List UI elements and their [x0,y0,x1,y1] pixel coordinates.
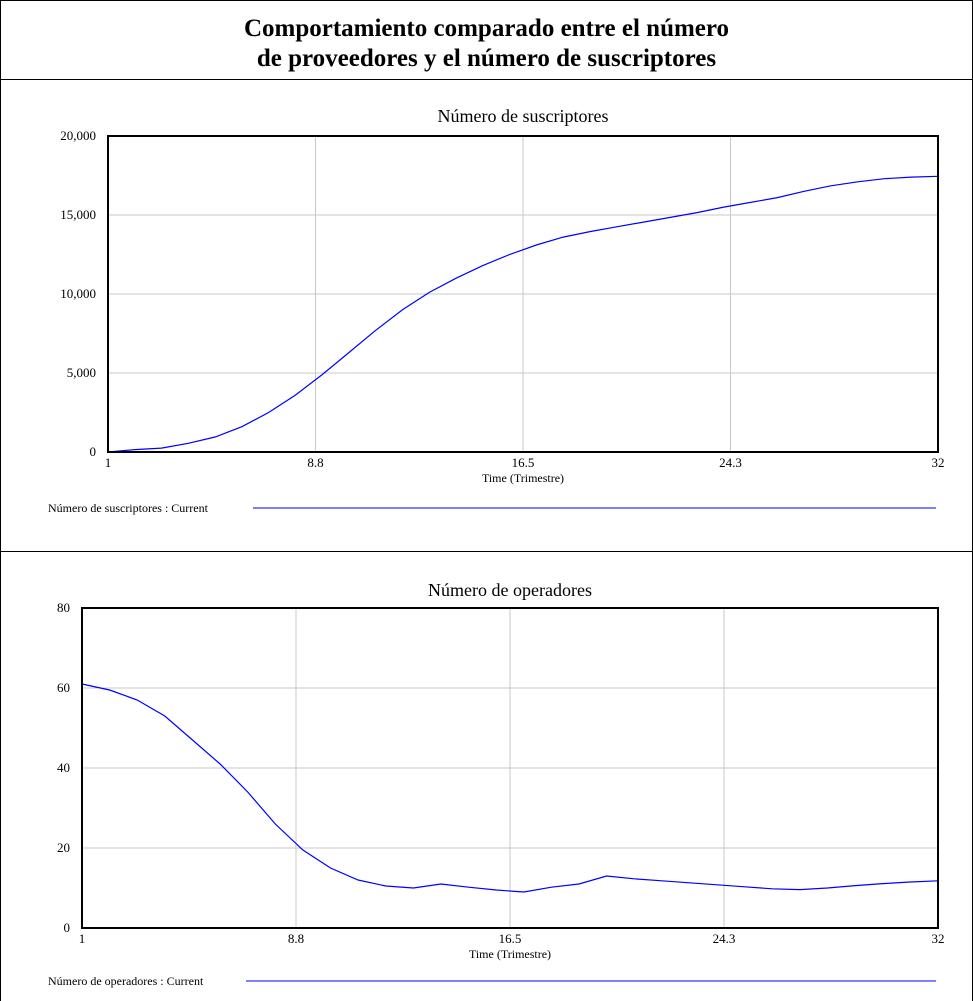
suscriptores-x-tick-label: 24.3 [719,455,742,470]
suscriptores-series-line [107,175,939,453]
suscriptores-y-tick-label: 0 [90,444,97,459]
suscriptores-plot-area [107,135,939,453]
operadores-x-tick-label: 32 [932,931,945,946]
suscriptores-x-tick-label: 32 [932,455,945,470]
suscriptores-y-tick-label: 20,000 [60,128,96,143]
operadores-series-line [81,683,939,893]
operadores-y-tick-label: 60 [57,680,70,695]
operadores-y-tick-label: 0 [64,920,71,935]
operadores-title: Número de operadores [428,580,592,600]
operadores-plot-area [81,607,939,929]
operadores-x-tick-label: 8.8 [288,931,304,946]
operadores-y-tick-label: 20 [57,840,70,855]
chart-suscriptores: Número de suscriptores 1 8.8 16.5 24.3 32 20,0… [48,106,945,515]
figure-title: Comportamiento comparado entre el número… [0,14,973,74]
suscriptores-x-tick-label: 1 [105,455,112,470]
suscriptores-title: Número de suscriptores [438,106,609,126]
suscriptores-y-tick-label: 15,000 [60,207,96,222]
suscriptores-legend-label: Número de suscriptores : Current [48,501,209,515]
operadores-x-tick-label: 1 [79,931,86,946]
operadores-y-tick-label: 40 [57,760,70,775]
operadores-x-axis-label: Time (Trimestre) [469,947,551,961]
suscriptores-y-tick-label: 5,000 [67,365,96,380]
panel-divider [0,551,973,552]
suscriptores-x-axis-label: Time (Trimestre) [482,471,564,485]
suscriptores-x-tick-label: 8.8 [307,455,323,470]
figure-title-line2: de proveedores y el número de suscriptor… [256,45,717,72]
figure-title-line1: Comportamiento comparado entre el número [243,15,730,42]
title-divider [0,79,973,80]
operadores-x-tick-label: 24.3 [713,931,736,946]
operadores-legend-label: Número de operadores : Current [48,974,204,988]
operadores-y-tick-label: 80 [57,600,70,615]
suscriptores-x-tick-label: 16.5 [512,455,535,470]
operadores-x-tick-label: 16.5 [499,931,522,946]
suscriptores-y-tick-label: 10,000 [60,286,96,301]
